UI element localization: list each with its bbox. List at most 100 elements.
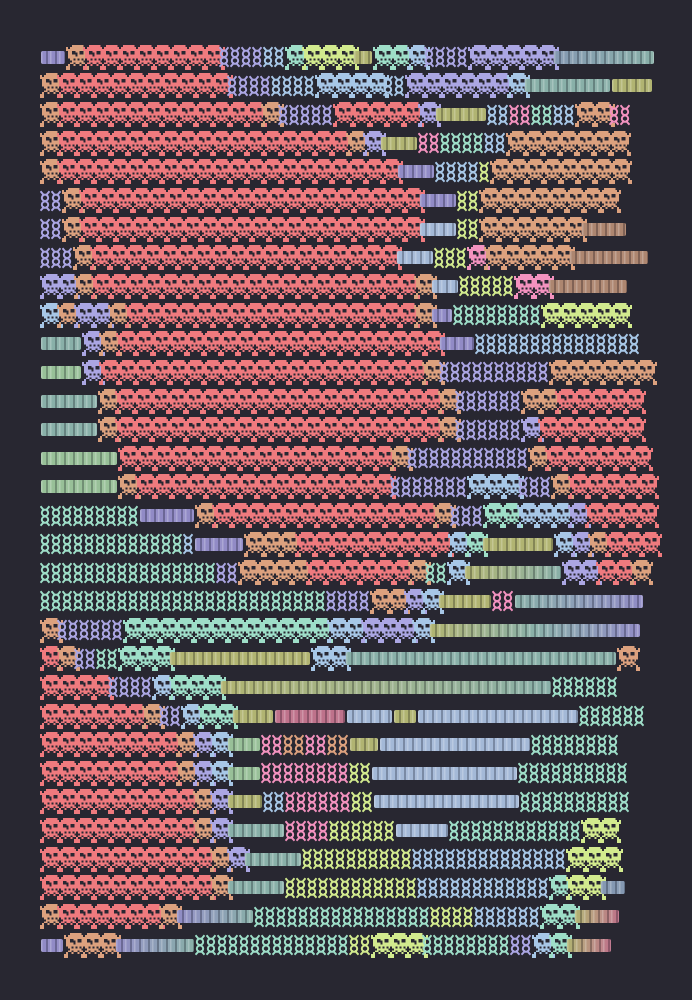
bones-glyph	[440, 447, 450, 469]
skull-glyph	[609, 303, 632, 328]
bones-glyph	[51, 218, 61, 240]
striped-bar-segment	[228, 766, 260, 780]
bones-glyph	[337, 590, 347, 612]
bones-glyph	[607, 676, 617, 698]
bones-glyph	[507, 906, 517, 928]
bones-glyph	[466, 390, 476, 412]
striped-bar-segment	[245, 852, 301, 866]
bones-glyph	[282, 590, 292, 612]
bones-glyph	[462, 447, 472, 469]
bones-glyph	[429, 132, 439, 154]
glyph-row	[0, 902, 692, 931]
bones-glyph	[608, 791, 618, 813]
bones-glyph	[531, 734, 541, 756]
glyph-row	[0, 587, 692, 616]
bones-glyph	[562, 762, 572, 784]
bones-glyph	[585, 676, 595, 698]
bones-glyph	[304, 590, 314, 612]
bones-glyph	[296, 791, 306, 813]
bones-glyph	[289, 104, 299, 126]
bones-glyph	[375, 906, 385, 928]
bones-glyph	[128, 562, 138, 584]
bones-glyph	[445, 476, 455, 498]
glyph-rows	[0, 43, 692, 960]
striped-bar-segment	[430, 623, 640, 637]
bones-glyph	[498, 104, 508, 126]
bones-glyph	[457, 218, 467, 240]
bones-glyph	[373, 877, 383, 899]
bones-glyph	[481, 275, 491, 297]
bones-glyph	[477, 390, 487, 412]
bones-glyph	[488, 419, 498, 441]
glyph-row	[0, 301, 692, 330]
striped-bar-segment	[515, 594, 643, 608]
striped-bar-segment	[41, 50, 65, 64]
bones-glyph	[483, 877, 493, 899]
bones-glyph	[316, 762, 326, 784]
bones-glyph	[467, 848, 477, 870]
bones-glyph	[464, 304, 474, 326]
bones-glyph	[407, 447, 417, 469]
bones-glyph	[401, 476, 411, 498]
bones-glyph	[552, 333, 562, 355]
bones-glyph	[504, 820, 514, 842]
bones-glyph	[51, 505, 61, 527]
bones-glyph	[553, 791, 563, 813]
bones-glyph	[62, 533, 72, 555]
bones-glyph	[597, 734, 607, 756]
bones-glyph	[468, 218, 478, 240]
bones-glyph	[446, 161, 456, 183]
glyph-row	[0, 702, 692, 731]
striped-bar-segment	[380, 738, 530, 752]
bones-glyph	[272, 734, 282, 756]
bones-glyph	[141, 676, 151, 698]
bones-glyph	[351, 791, 361, 813]
bones-glyph	[386, 906, 396, 928]
bones-glyph	[499, 390, 509, 412]
bones-glyph	[473, 447, 483, 469]
bones-glyph	[484, 132, 494, 154]
bones-glyph	[239, 934, 249, 956]
bones-glyph	[128, 505, 138, 527]
bones-glyph	[517, 447, 527, 469]
bones-glyph	[329, 877, 339, 899]
striped-bar-segment	[381, 136, 417, 150]
bones-glyph	[441, 906, 451, 928]
bones-glyph	[477, 419, 487, 441]
bones-glyph	[263, 46, 273, 68]
glyph-row	[0, 329, 692, 358]
skull-glyph	[609, 159, 632, 184]
bones-glyph	[139, 533, 149, 555]
bones-glyph	[425, 562, 435, 584]
bones-glyph	[495, 132, 505, 154]
bones-glyph	[486, 333, 496, 355]
bones-glyph	[516, 877, 526, 899]
bones-glyph	[472, 361, 482, 383]
bones-glyph	[401, 848, 411, 870]
bones-glyph	[519, 304, 529, 326]
bones-glyph	[342, 906, 352, 928]
bones-glyph	[457, 161, 467, 183]
bones-glyph	[397, 906, 407, 928]
bones-glyph	[96, 648, 106, 670]
bones-glyph	[183, 562, 193, 584]
bones-glyph	[457, 46, 467, 68]
bones-glyph	[117, 505, 127, 527]
bones-glyph	[508, 304, 518, 326]
bones-glyph	[294, 734, 304, 756]
bones-glyph	[586, 734, 596, 756]
bones-glyph	[412, 848, 422, 870]
bones-glyph	[40, 247, 50, 269]
striped-bar-segment	[601, 881, 625, 895]
bones-glyph	[327, 934, 337, 956]
glyph-row	[0, 473, 692, 502]
bones-glyph	[68, 619, 78, 641]
bones-glyph	[327, 762, 337, 784]
bones-glyph	[623, 705, 633, 727]
bones-glyph	[274, 791, 284, 813]
bones-glyph	[551, 762, 561, 784]
bones-glyph	[423, 476, 433, 498]
bones-glyph	[595, 762, 605, 784]
bones-glyph	[506, 447, 516, 469]
bones-glyph	[418, 132, 428, 154]
